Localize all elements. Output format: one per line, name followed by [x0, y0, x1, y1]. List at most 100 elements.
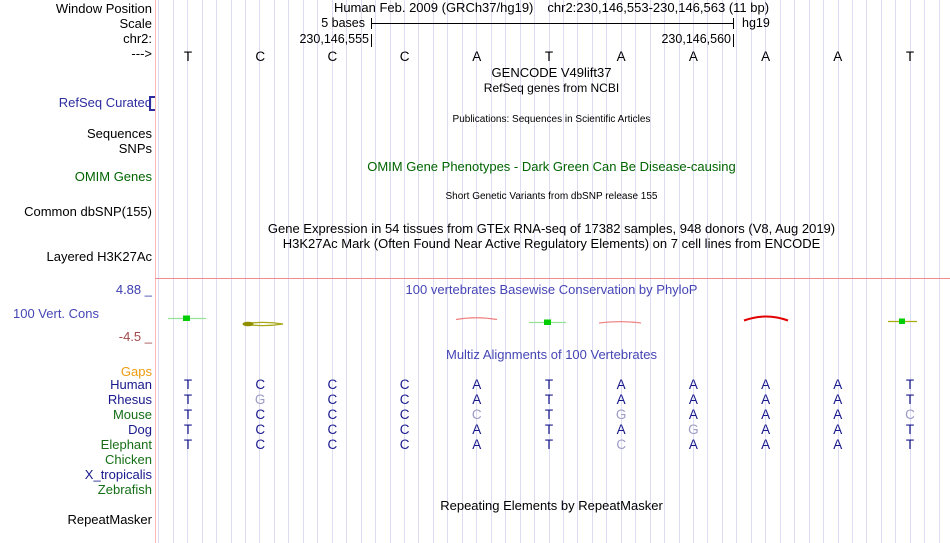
wiggle-red-arc-2 — [598, 320, 642, 324]
ruler-base: C — [327, 49, 338, 64]
wiggle-red-arc-1 — [455, 317, 498, 321]
gridline — [447, 0, 449, 543]
gridline — [693, 0, 694, 543]
gridline — [158, 0, 160, 543]
scale-bar-right-tick — [733, 18, 734, 29]
gridline — [216, 0, 218, 543]
gridline — [678, 0, 680, 543]
sidebar-item-repeatmasker[interactable]: RepeatMasker — [67, 512, 152, 527]
aligned-base: C — [399, 437, 410, 452]
refseq-track-subtitle: RefSeq genes from NCBI — [483, 81, 620, 95]
aligned-base: A — [833, 377, 843, 392]
species-label-chicken[interactable]: Chicken — [105, 452, 152, 467]
ruler-base: A — [761, 49, 771, 64]
aligned-base: G — [615, 407, 627, 422]
aligned-base: A — [688, 407, 698, 422]
gridline — [331, 0, 333, 543]
species-label-mouse[interactable]: Mouse — [112, 407, 152, 422]
sidebar-item-omim-genes[interactable]: OMIM Genes — [74, 169, 152, 184]
aligned-base: T — [183, 422, 193, 437]
species-label-rhesus[interactable]: Rhesus — [107, 392, 152, 407]
sidebar-item-100-vert-cons[interactable]: 100 Vert. Cons — [13, 306, 99, 321]
gridline — [794, 0, 796, 543]
sidebar-item-gaps[interactable]: Gaps — [120, 364, 152, 379]
aligned-base: C — [327, 392, 338, 407]
gridline — [837, 0, 839, 543]
gridline — [823, 0, 824, 543]
gridline — [909, 0, 911, 543]
gridline — [721, 0, 723, 543]
aligned-base: T — [905, 422, 915, 437]
gridline — [172, 0, 174, 543]
species-label-elephant[interactable]: Elephant — [100, 437, 152, 452]
aligned-base: T — [905, 377, 915, 392]
gridline — [534, 0, 535, 543]
aligned-base: C — [255, 407, 266, 422]
gridline — [201, 0, 203, 543]
species-label-zebrafish[interactable]: Zebrafish — [97, 482, 152, 497]
sidebar-item-sequences[interactable]: Sequences — [86, 126, 152, 141]
ruler-base: T — [544, 49, 554, 64]
dbsnp-track-title: Short Genetic Variants from dbSNP releas… — [445, 191, 658, 202]
aligned-base: T — [544, 437, 554, 452]
gridline — [432, 0, 434, 543]
wiggle-green-box-3 — [899, 318, 905, 324]
conservation-axis-max: 4.88 _ — [115, 282, 152, 297]
gridline — [490, 0, 492, 543]
species-label-dog[interactable]: Dog — [128, 422, 152, 437]
wiggle-green-box-2 — [544, 319, 551, 325]
gridline — [779, 0, 781, 543]
sidebar-item-snps[interactable]: SNPs — [118, 141, 152, 156]
aligned-base: C — [471, 407, 482, 422]
sidebar-item-common-dbsnp[interactable]: Common dbSNP(155) — [24, 204, 152, 219]
aligned-base: C — [255, 422, 266, 437]
aligned-base: C — [255, 377, 266, 392]
gridline — [288, 0, 290, 543]
aligned-base: A — [688, 392, 698, 407]
omim-track-title: OMIM Gene Phenotypes - Dark Green Can Be… — [367, 159, 736, 174]
gridline — [851, 0, 853, 543]
gridline — [389, 0, 391, 543]
gridline — [403, 0, 405, 543]
label-window-position: Window Position — [55, 1, 152, 16]
gridline — [461, 0, 463, 543]
gridline — [317, 0, 319, 543]
refseq-gene-edge-box[interactable] — [149, 96, 155, 111]
ruler-coord-left: 230,146,555 — [299, 32, 369, 46]
ruler-coord-right: 230,146,560 — [661, 32, 731, 46]
gridline — [895, 0, 897, 543]
wiggle-green-box-1 — [183, 315, 190, 321]
gridline — [548, 0, 550, 543]
aligned-base: T — [905, 437, 915, 452]
gridline — [635, 0, 637, 543]
sidebar-item-refseq-curated[interactable]: RefSeq Curated — [58, 95, 152, 110]
gridline — [230, 0, 232, 543]
gridline — [346, 0, 348, 543]
species-label-human[interactable]: Human — [110, 377, 152, 392]
gtex-track-title: Gene Expression in 54 tissues from GTEx … — [267, 221, 836, 236]
sidebar-item-layered-h3k27ac[interactable]: Layered H3K27Ac — [46, 249, 152, 264]
aligned-base: T — [544, 377, 554, 392]
gridline — [591, 0, 593, 543]
track-left-edge-line — [155, 0, 156, 543]
assembly-title: Human Feb. 2009 (GRCh37/hg19) — [333, 0, 534, 15]
aligned-base: C — [255, 437, 266, 452]
repeatmasker-track-title: Repeating Elements by RepeatMasker — [440, 498, 663, 513]
gridline — [664, 0, 665, 543]
gridline — [707, 0, 709, 543]
aligned-base: G — [254, 392, 266, 407]
aligned-base: T — [544, 422, 554, 437]
gridline — [606, 0, 608, 543]
aligned-base: C — [399, 407, 410, 422]
scale-bar-left-tick — [371, 18, 372, 29]
species-label-x_tropicalis[interactable]: X_tropicalis — [84, 467, 152, 482]
gridline — [808, 0, 810, 543]
label-chromosome: chr2: — [123, 31, 152, 46]
gridline — [375, 0, 377, 543]
aligned-base: C — [399, 377, 410, 392]
conservation-axis-min: -4.5 _ — [118, 329, 152, 344]
position-range: chr2:230,146,553-230,146,563 (11 bp) — [547, 0, 770, 15]
aligned-base: T — [905, 392, 915, 407]
